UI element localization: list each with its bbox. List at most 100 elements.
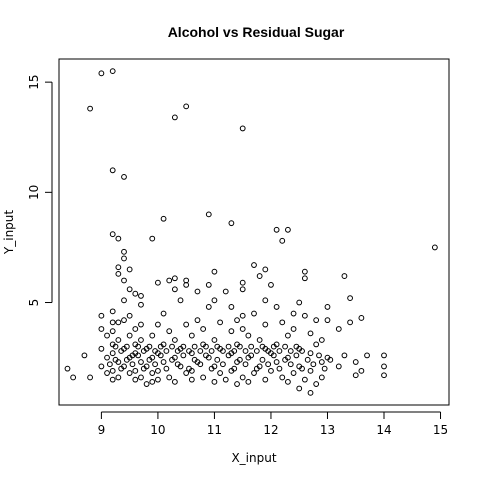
data-point: [138, 321, 144, 328]
data-point: [109, 167, 116, 174]
data-point: [239, 125, 246, 132]
data-point: [290, 310, 297, 317]
data-point: [248, 352, 255, 359]
data-point: [239, 374, 246, 381]
data-point: [123, 343, 130, 350]
x-tick-label: 15: [433, 423, 448, 437]
data-point: [174, 361, 181, 368]
data-point: [236, 356, 243, 363]
data-point: [160, 310, 167, 317]
data-point: [211, 378, 218, 385]
data-point: [135, 352, 142, 359]
data-point: [381, 372, 387, 379]
y-tick-label: 15: [27, 74, 41, 89]
data-point: [129, 352, 136, 359]
data-point: [318, 337, 325, 343]
data-point: [268, 281, 274, 288]
data-point: [318, 374, 325, 381]
data-point: [126, 332, 133, 339]
data-point: [115, 270, 122, 277]
data-point: [203, 343, 209, 350]
data-point: [112, 343, 119, 350]
data-point: [313, 317, 320, 324]
data-point: [112, 356, 119, 363]
data-point: [217, 370, 223, 376]
data-point: [169, 356, 175, 363]
data-point: [208, 348, 215, 354]
x-tick-label: 12: [263, 423, 278, 437]
data-point: [98, 345, 105, 352]
data-point: [279, 237, 286, 244]
data-point: [214, 356, 221, 363]
data-point: [299, 348, 305, 354]
data-point: [121, 248, 127, 255]
data-point: [126, 286, 133, 293]
data-point: [118, 348, 125, 354]
data-point: [126, 266, 133, 273]
data-point: [109, 367, 116, 374]
x-tick-label: 11: [207, 423, 222, 437]
data-point: [307, 367, 314, 374]
data-point: [234, 381, 240, 387]
data-point: [228, 328, 235, 335]
data-point: [259, 356, 266, 363]
data-point: [135, 343, 142, 350]
data-point: [358, 315, 365, 321]
data-point: [236, 343, 243, 350]
data-point: [70, 374, 77, 381]
data-point: [251, 370, 257, 376]
data-point: [304, 356, 311, 363]
data-point: [132, 290, 139, 297]
data-point: [132, 376, 139, 383]
data-point: [197, 348, 204, 354]
data-point: [180, 343, 187, 350]
data-point: [293, 343, 300, 350]
data-point: [318, 359, 325, 365]
data-point: [341, 352, 348, 359]
data-point: [239, 279, 246, 286]
data-point: [239, 312, 246, 319]
data-point: [262, 321, 269, 328]
data-point: [191, 343, 198, 350]
data-point: [285, 226, 291, 233]
data-point: [155, 321, 161, 328]
data-point: [307, 350, 314, 357]
data-points: [64, 68, 438, 396]
data-point: [203, 352, 209, 359]
chart-title: Alcohol vs Residual Sugar: [168, 24, 345, 40]
data-point: [307, 389, 314, 396]
data-point: [259, 343, 266, 350]
data-point: [262, 376, 269, 383]
data-point: [242, 361, 249, 368]
data-point: [265, 348, 272, 354]
data-point: [188, 332, 195, 339]
data-point: [106, 361, 113, 368]
data-point: [268, 367, 274, 374]
data-point: [352, 359, 359, 365]
data-point: [109, 350, 116, 357]
data-point: [129, 361, 136, 368]
data-point: [194, 288, 201, 295]
data-point: [171, 114, 178, 121]
y-axis: 5 10 15: [27, 74, 53, 306]
x-tick-label: 14: [376, 423, 391, 437]
data-point: [282, 343, 288, 350]
data-point: [285, 332, 291, 339]
data-point: [211, 268, 218, 275]
data-point: [270, 343, 277, 350]
data-point: [352, 372, 359, 379]
data-point: [171, 275, 178, 282]
data-point: [205, 211, 212, 218]
data-point: [183, 370, 190, 376]
data-point: [381, 363, 387, 370]
data-point: [160, 359, 167, 365]
data-point: [109, 308, 116, 315]
data-point: [109, 68, 116, 75]
data-point: [87, 374, 93, 381]
data-point: [174, 348, 181, 354]
data-point: [248, 343, 255, 350]
data-point: [118, 365, 125, 372]
data-point: [98, 326, 105, 332]
data-point: [335, 326, 342, 332]
data-point: [310, 361, 317, 368]
